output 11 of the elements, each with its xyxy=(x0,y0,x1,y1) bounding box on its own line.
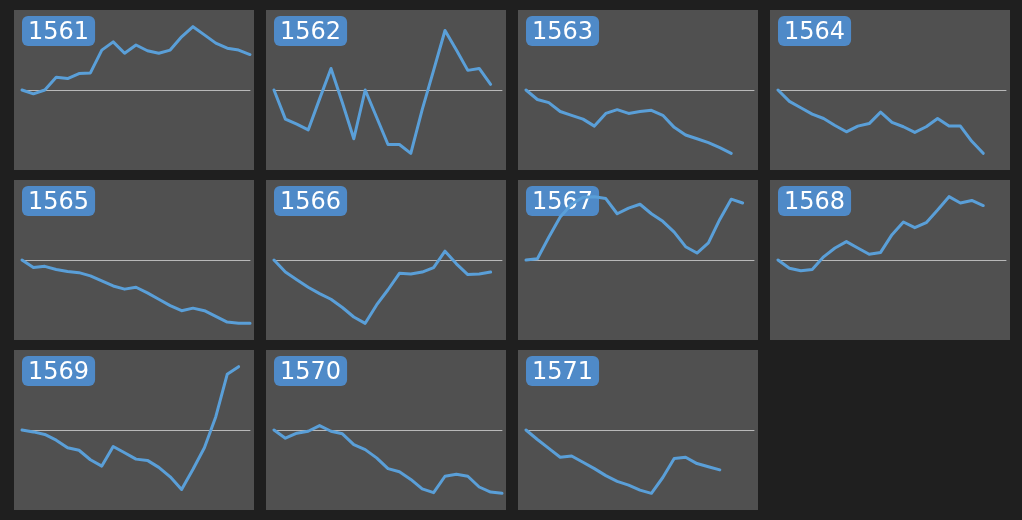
chart-title: 1571 xyxy=(532,357,594,385)
chart-title: 1570 xyxy=(280,357,342,385)
chart-title: 1566 xyxy=(280,187,342,215)
chart-title: 1562 xyxy=(280,17,342,45)
chart-title: 1569 xyxy=(28,357,90,385)
chart-title: 1565 xyxy=(28,187,90,215)
chart-title: 1563 xyxy=(532,17,594,45)
chart-title: 1564 xyxy=(784,17,846,45)
chart-title: 1567 xyxy=(532,187,594,215)
chart-title: 1561 xyxy=(28,17,90,45)
chart-title: 1568 xyxy=(784,187,846,215)
